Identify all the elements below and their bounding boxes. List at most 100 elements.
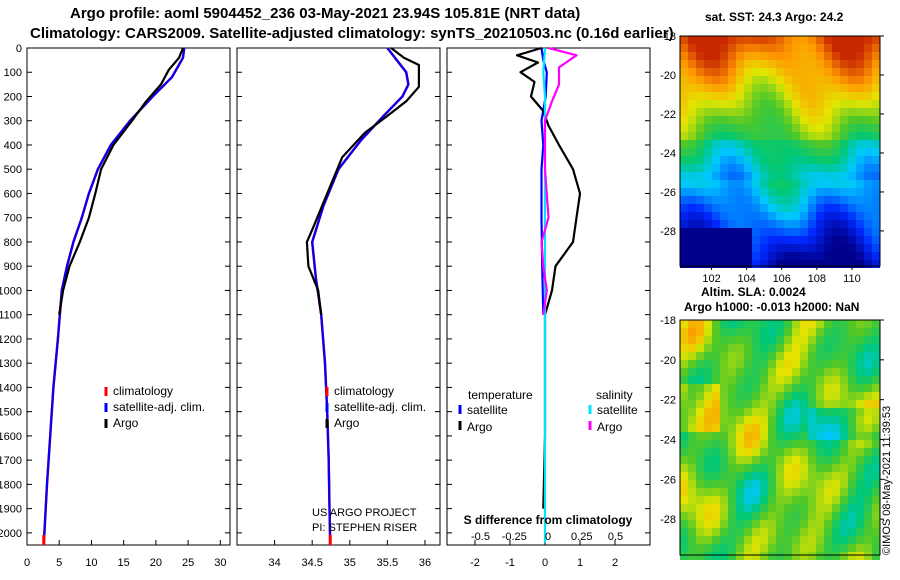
map-cell [824,512,832,520]
map-cell [680,448,688,456]
map-cell [832,108,840,116]
map-cell [872,456,880,464]
map-cell [776,76,784,84]
map-cell [680,368,688,376]
map-cell [856,180,864,188]
map-cell [824,520,832,528]
map-cell [728,252,736,260]
map-cell [784,60,792,68]
map-cell [872,92,880,100]
map-cell [792,76,800,84]
map-cell [792,328,800,336]
map-cell [800,188,808,196]
map-cell [720,488,728,496]
map-cell [824,496,832,504]
map-cell [712,488,720,496]
map-cell [856,172,864,180]
map-cell [792,116,800,124]
map-cell [704,400,712,408]
map-cell [736,448,744,456]
map-cell [800,528,808,536]
map-cell [680,544,688,552]
map-cell [768,464,776,472]
map-cell [864,392,872,400]
map-cell [800,552,808,560]
map-cell [736,260,744,268]
map-cell [872,424,880,432]
map-cell [848,196,856,204]
map-cell [776,328,784,336]
map-cell [824,504,832,512]
map-cell [808,480,816,488]
map-cell [808,424,816,432]
map-cell [808,244,816,252]
map-cell [784,488,792,496]
map-cell [744,220,752,228]
x-tick-label: 34.5 [301,557,322,569]
map-cell [728,260,736,268]
map-cell [848,360,856,368]
map-cell [712,204,720,212]
map-cell [760,336,768,344]
map-cell [816,260,824,268]
map-cell [832,36,840,44]
map-cell [832,352,840,360]
map-cell [696,408,704,416]
map-cell [816,204,824,212]
map-cell [840,352,848,360]
map-cell [720,124,728,132]
map-cell [736,60,744,68]
map-cell [840,336,848,344]
map-cell [848,528,856,536]
map-cell [816,344,824,352]
map-cell [688,124,696,132]
map-cell [736,352,744,360]
map-cell [816,228,824,236]
map-cell [768,252,776,260]
map-cell [848,116,856,124]
map-cell [704,228,712,236]
map-cell [752,360,760,368]
map-cell [808,496,816,504]
map-cell [856,432,864,440]
map-cell [760,220,768,228]
map-cell [848,472,856,480]
map-cell [736,148,744,156]
map-cell [784,180,792,188]
sla-heatmap: -18-20-22-24-26-28 [660,315,884,560]
map-cell [712,352,720,360]
map-cell [752,496,760,504]
map-cell [776,360,784,368]
map-cell [848,156,856,164]
map-cell [688,376,696,384]
map-cell [696,432,704,440]
map-cell [792,108,800,116]
map-cell [872,180,880,188]
map-cell [776,464,784,472]
map-cell [768,552,776,560]
map-cell [712,60,720,68]
map-cell [704,140,712,148]
map-cell [856,552,864,560]
map-cell [808,472,816,480]
map-cell [760,100,768,108]
map-cell [800,244,808,252]
map-cell [856,116,864,124]
map-cell [720,408,728,416]
map-cell [760,512,768,520]
map-cell [768,408,776,416]
map-cell [712,384,720,392]
map-cell [808,84,816,92]
map-cell [808,36,816,44]
map-cell [872,252,880,260]
map-cell [776,116,784,124]
map-cell [696,480,704,488]
map-cell [744,392,752,400]
map-cell [848,368,856,376]
map-cell [768,260,776,268]
map-cell [752,212,760,220]
map-cell [832,480,840,488]
series-line-temperature-argo [515,46,582,509]
map-cell [856,76,864,84]
map-cell [712,376,720,384]
